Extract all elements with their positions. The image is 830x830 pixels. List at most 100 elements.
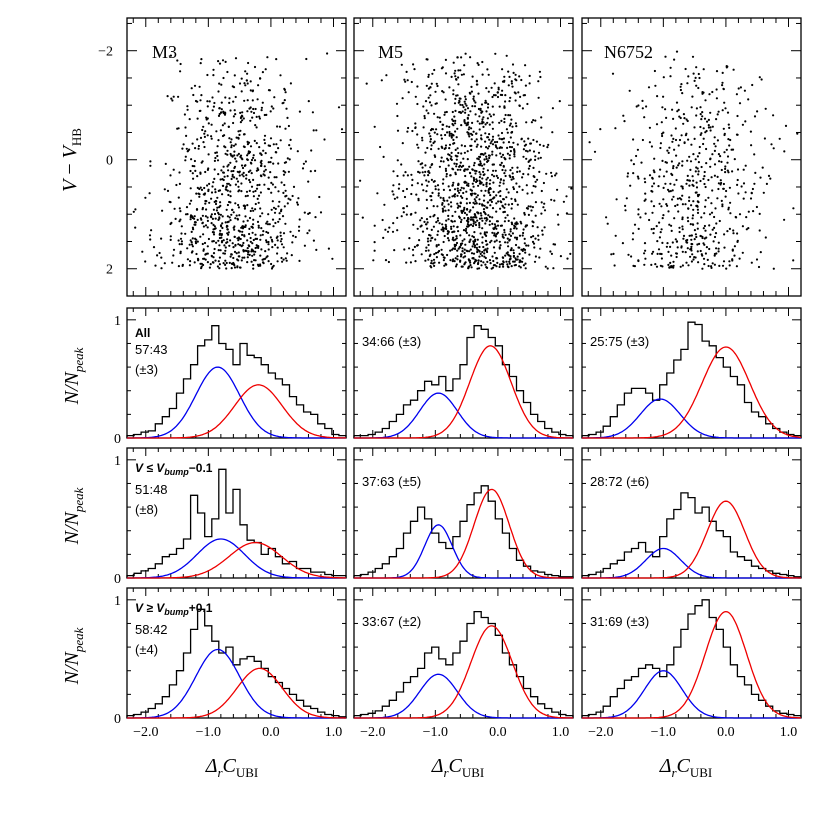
cmd-point [189, 260, 192, 263]
cmd-point [501, 153, 505, 156]
cmd-point [457, 247, 460, 250]
blue-gaussian-M5-row1 [354, 392, 573, 439]
cmd-point [690, 234, 694, 237]
cmd-point [462, 73, 465, 76]
cmd-point [224, 263, 227, 266]
cmd-point [274, 207, 277, 210]
cmd-point [243, 235, 246, 238]
cmd-point [256, 220, 260, 223]
cmd-point [207, 188, 210, 191]
cmd-point [721, 203, 724, 206]
cmd-point [485, 110, 488, 113]
cmd-point [755, 205, 759, 209]
cmd-point [652, 227, 656, 230]
cmd-point [656, 252, 659, 255]
cmd-point [230, 144, 233, 147]
cmd-point [263, 170, 266, 173]
cmd-point [248, 227, 251, 230]
cmd-point [696, 227, 699, 230]
cmd-point [417, 160, 420, 163]
cmd-point [208, 182, 211, 185]
cmd-point [447, 214, 450, 217]
cmd-point [180, 225, 183, 228]
cmd-point [246, 72, 249, 75]
cmd-point [662, 175, 666, 178]
cmd-point [163, 188, 166, 191]
cmd-point [462, 256, 465, 259]
cmd-point [402, 207, 405, 210]
cmd-point [224, 188, 227, 191]
cmd-point [387, 260, 390, 264]
panel-title-m5: M5 [378, 42, 403, 62]
cmd-point [682, 122, 685, 125]
cmd-point [462, 187, 465, 190]
cmd-point [686, 82, 689, 85]
cmd-point [510, 221, 513, 224]
cmd-point [224, 249, 227, 252]
cmd-point [487, 189, 490, 192]
cmd-point [688, 199, 691, 202]
cmd-point [783, 150, 786, 153]
cmd-point [420, 253, 423, 256]
cmd-point [365, 82, 368, 85]
cmd-point [465, 197, 468, 200]
cmd-point [699, 249, 702, 253]
ratio-error: (±4) [135, 642, 158, 657]
cmd-point [483, 249, 486, 252]
cmd-point [297, 229, 301, 232]
cmd-point [217, 249, 220, 252]
cmd-point [503, 231, 506, 234]
cmd-point [214, 259, 217, 262]
cmd-point [519, 260, 522, 263]
cmd-point [455, 158, 458, 161]
cmd-point [301, 167, 305, 170]
cmd-point [460, 209, 463, 212]
cmd-point [460, 186, 463, 189]
cmd-point [428, 101, 432, 104]
cmd-point [185, 206, 189, 209]
cmd-point [277, 220, 280, 223]
cmd-point [419, 225, 422, 228]
cmd-point [532, 119, 535, 122]
cmd-point [461, 242, 464, 245]
cmd-point [477, 259, 480, 262]
cmd-point [432, 215, 435, 218]
cmd-point [218, 256, 221, 259]
cmd-point [480, 103, 484, 106]
cmd-point [718, 160, 721, 163]
cmd-point [534, 255, 538, 258]
cmd-point [141, 250, 144, 253]
cmd-point [254, 202, 257, 206]
cmd-point [238, 170, 241, 173]
cmd-point [437, 194, 440, 197]
cmd-point [527, 137, 530, 140]
cmd-point [218, 216, 221, 219]
cmd-point [540, 212, 543, 215]
cmd-point [546, 267, 549, 270]
cmd-point [257, 201, 260, 204]
cmd-point [611, 72, 615, 75]
cmd-point [240, 77, 243, 80]
cmd-point [509, 169, 512, 172]
cmd-point [233, 228, 236, 231]
cmd-point [210, 191, 214, 194]
cmd-point [455, 165, 458, 168]
cmd-point [724, 107, 727, 110]
cmd-point [763, 137, 767, 140]
cmd-point [458, 215, 461, 218]
cmd-point [499, 194, 502, 198]
cmd-point [445, 110, 448, 114]
cmd-point [210, 135, 213, 138]
cmd-point [134, 226, 137, 229]
cmd-point [546, 146, 549, 149]
cmd-point [509, 234, 513, 237]
blue-gaussian-N6752-row2 [582, 547, 801, 579]
cmd-point [588, 141, 591, 144]
cmd-point [424, 100, 428, 103]
cmd-point [736, 178, 739, 182]
cmd-point [479, 173, 482, 176]
cmd-point [454, 238, 457, 241]
cmd-point [257, 84, 260, 87]
ratio-label: 58:42 [135, 622, 168, 637]
cmd-point [217, 139, 220, 142]
